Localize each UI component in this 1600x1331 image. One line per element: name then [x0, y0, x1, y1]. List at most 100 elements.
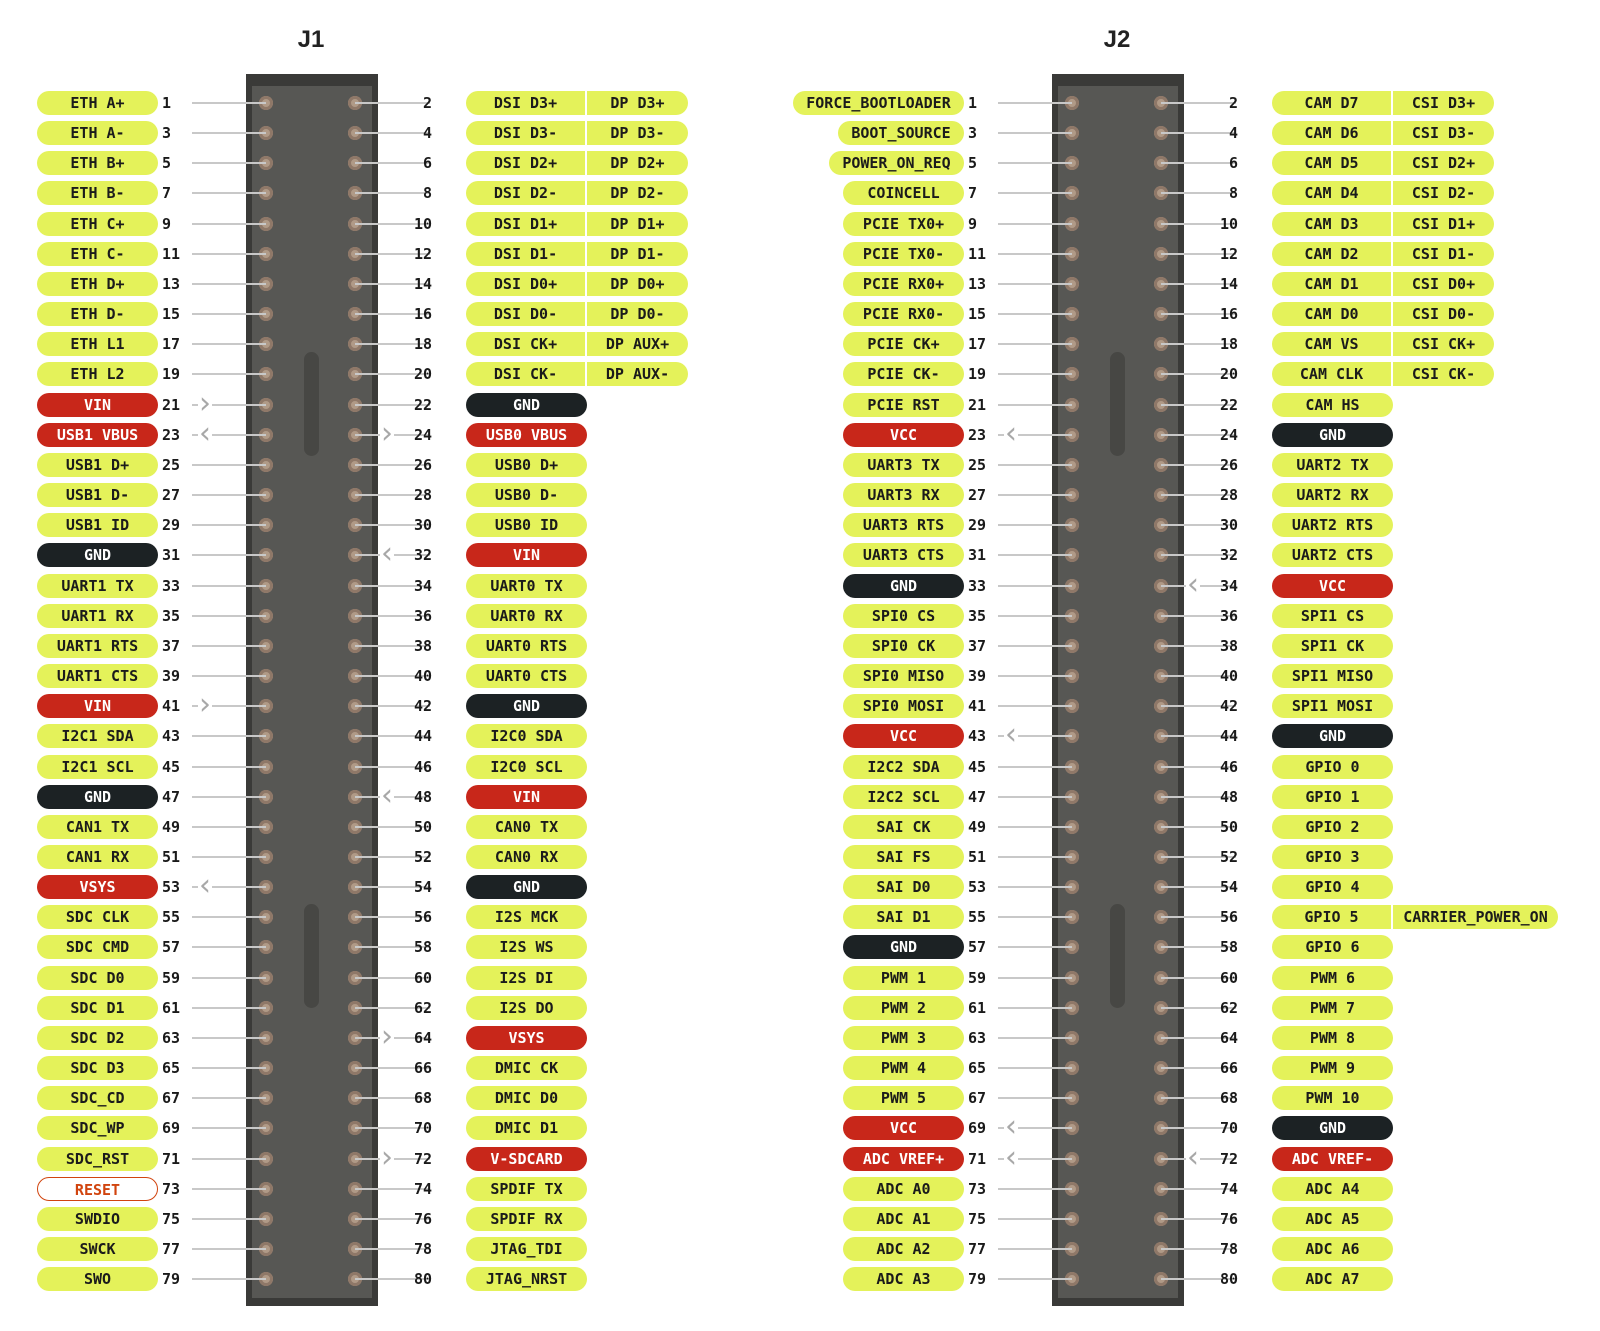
pin-label: SDC_WP	[37, 1116, 158, 1141]
pin-number: 21	[162, 395, 181, 414]
pin-number: 40	[1219, 667, 1238, 686]
pin-number: 59	[162, 968, 181, 987]
pin-label: CAN1 RX	[37, 845, 158, 869]
pin-lead-line	[998, 1187, 1072, 1190]
pin-number: 38	[413, 636, 432, 655]
pin-number: 50	[413, 817, 432, 836]
pin-label: ADC A1	[843, 1206, 964, 1231]
pin-number: 48	[1219, 787, 1238, 806]
pin-lead-line	[998, 976, 1072, 979]
pin-lead-line	[998, 343, 1072, 346]
pin-number: 70	[413, 1119, 432, 1138]
pin-number: 53	[968, 878, 987, 897]
pin-number: 62	[1219, 998, 1238, 1017]
pin-label: SPI1 MOSI	[1272, 694, 1393, 719]
pin-lead-line	[355, 1187, 430, 1190]
pin-number: 64	[413, 1028, 432, 1047]
pin-number: 13	[162, 274, 181, 293]
pin-label: UART3 TX	[843, 452, 964, 477]
pin-number: 55	[968, 908, 987, 927]
pin-lead-line	[355, 1217, 430, 1220]
pin-lead-line	[192, 554, 266, 557]
pin-number: 7	[162, 184, 172, 203]
pin-label: GPIO 6	[1272, 935, 1393, 960]
pin-lead-line	[355, 1097, 430, 1100]
pin-label-alt: DP D1-	[587, 241, 688, 266]
pin-lead-line	[192, 584, 266, 587]
pin-label: SPI0 MOSI	[843, 694, 964, 719]
pin-label: SDC_RST	[37, 1146, 158, 1171]
pin-lead-line	[1161, 1187, 1236, 1190]
pin-number: 78	[1219, 1240, 1238, 1259]
pin-lead-line	[355, 856, 430, 858]
pin-label: CAM D1	[1272, 271, 1393, 296]
pin-pad	[259, 156, 273, 171]
pin-pad	[1065, 246, 1079, 261]
pin-label: ETH A-	[37, 121, 158, 146]
pin-label: UART2 RX	[1272, 483, 1393, 508]
pin-lead-line	[192, 463, 266, 466]
pin-label: CAM D4	[1272, 181, 1393, 206]
pin-lead-line	[192, 1097, 266, 1100]
pin-lead-line	[192, 735, 266, 738]
pin-number: 34	[413, 576, 432, 595]
pin-pad	[1065, 156, 1079, 171]
pin-label: GND	[466, 875, 587, 900]
pin-lead-line	[355, 1278, 430, 1281]
pin-number: 26	[1219, 455, 1238, 474]
pin-pad	[259, 1121, 273, 1136]
pin-pad	[1065, 699, 1079, 714]
pin-label-alt: DP D2-	[587, 181, 688, 206]
pin-label: SPI0 MISO	[843, 664, 964, 689]
pin-pad	[1065, 1151, 1079, 1166]
pin-label: I2S MCK	[466, 905, 587, 930]
pin-number: 30	[1219, 516, 1238, 535]
pin-label: ETH C+	[37, 211, 158, 236]
pin-lead-line	[998, 675, 1072, 678]
pin-number: 65	[162, 1059, 181, 1078]
pin-number: 33	[968, 576, 987, 595]
pin-number: 61	[968, 998, 987, 1017]
pin-label: VIN	[466, 784, 587, 809]
pin-label: PCIE CK-	[843, 362, 964, 387]
pin-number: 60	[1219, 968, 1238, 987]
pin-lead-line	[192, 162, 266, 165]
pin-pad	[259, 910, 273, 925]
pin-number: 37	[968, 636, 987, 655]
pin-lead-line	[998, 1127, 1072, 1130]
pin-lead-line	[355, 463, 430, 466]
pin-label: GND	[1272, 422, 1393, 447]
pin-lead-line	[355, 735, 430, 738]
pin-label: CAM CLK	[1272, 362, 1393, 387]
pin-label: USB1 VBUS	[37, 422, 158, 447]
pin-pad	[259, 638, 273, 653]
pin-lead-line	[998, 1217, 1072, 1220]
pin-lead-line	[192, 916, 266, 919]
pin-pad	[259, 1000, 273, 1015]
pin-lead-line	[192, 825, 266, 828]
pin-pad	[259, 367, 273, 382]
pin-pad	[259, 940, 273, 955]
pin-number: 68	[413, 1089, 432, 1108]
pin-lead-line	[192, 373, 266, 376]
pin-label: USB1 D+	[37, 452, 158, 477]
pin-label: DSI D2-	[466, 181, 587, 206]
pin-label: UART3 RX	[843, 483, 964, 508]
pin-lead-line	[355, 825, 430, 828]
pin-lead-line	[355, 765, 430, 768]
pin-number: 53	[162, 878, 181, 897]
pin-lead-line	[192, 1157, 266, 1160]
pin-number: 5	[968, 154, 978, 173]
pin-pad	[1065, 1121, 1079, 1136]
pin-label: ADC A5	[1272, 1206, 1393, 1231]
pin-pad	[259, 578, 273, 593]
pin-lead-line	[192, 856, 266, 858]
pin-number: 72	[1219, 1149, 1238, 1168]
pin-label: PWM 3	[843, 1025, 964, 1050]
pin-number: 35	[968, 606, 987, 625]
pin-pad	[1065, 669, 1079, 684]
pin-label: VIN	[37, 392, 158, 417]
pin-label: PWM 2	[843, 995, 964, 1020]
pin-lead-line	[355, 916, 430, 919]
pin-label: DSI D0+	[466, 271, 587, 296]
